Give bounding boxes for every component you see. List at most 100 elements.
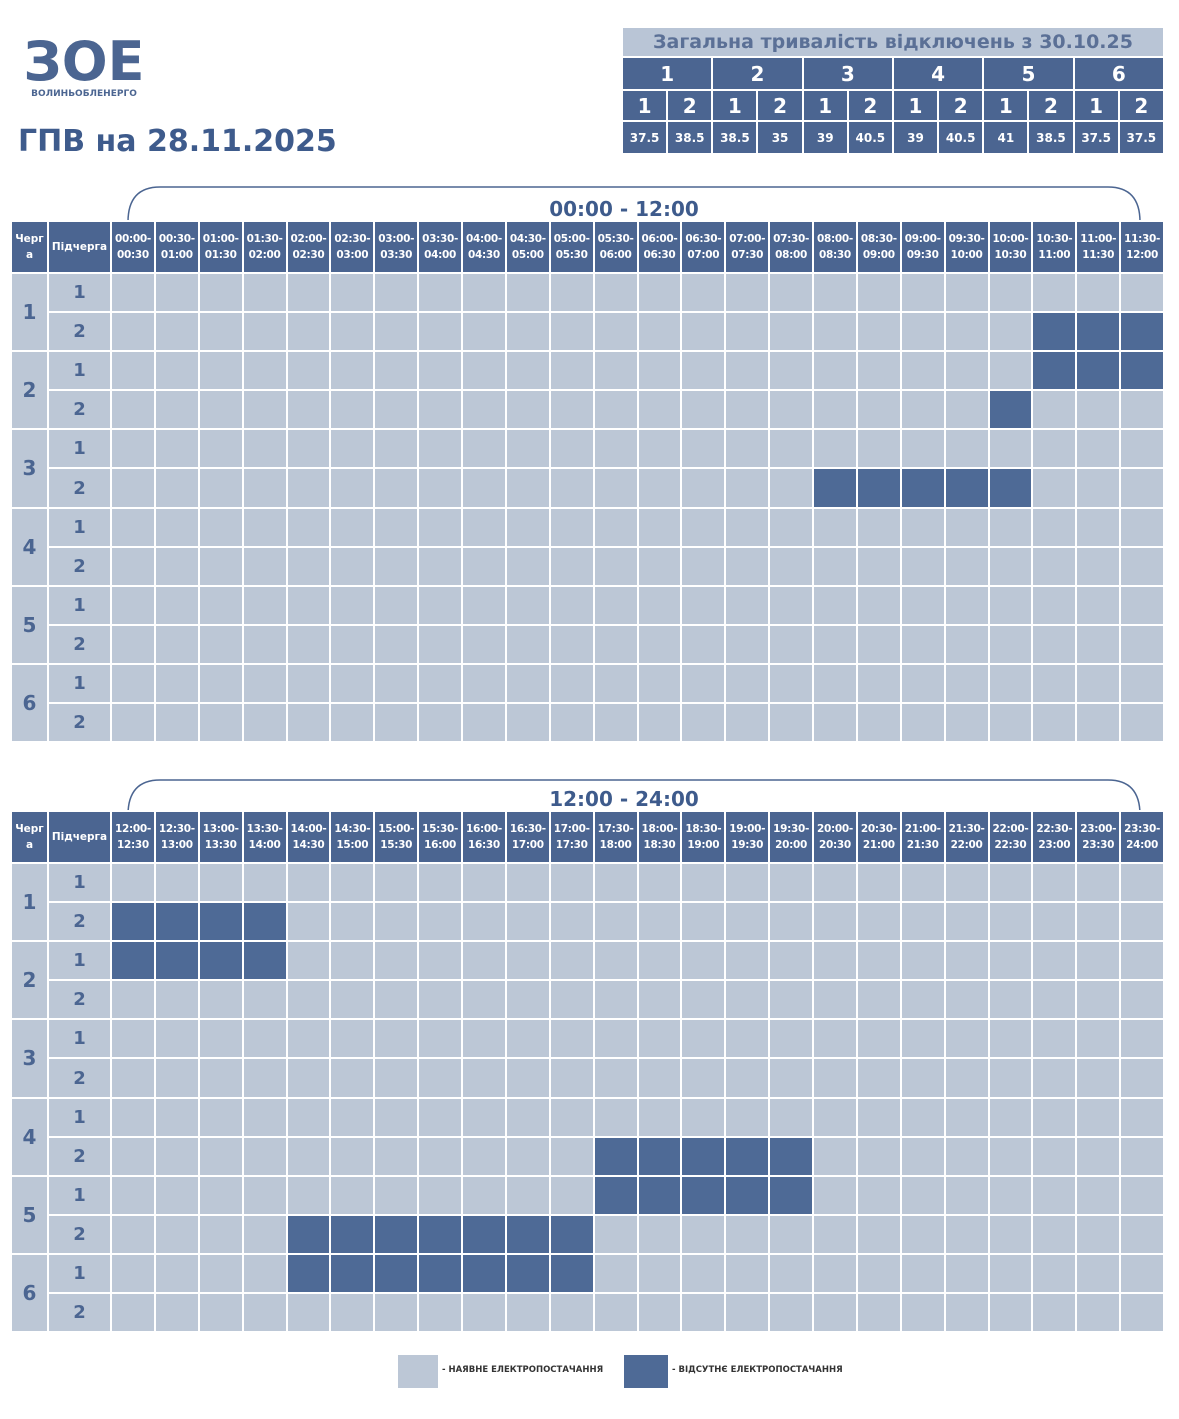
slot-cell <box>812 389 858 431</box>
slot-cell <box>768 350 814 392</box>
slot-cell <box>241 979 288 1021</box>
subqueue-label: 1 <box>47 861 112 904</box>
slot-cell <box>1031 979 1078 1021</box>
slot-cell <box>548 1018 595 1060</box>
slot-cell <box>1031 584 1078 626</box>
slot-cell <box>461 623 507 665</box>
slot-cell <box>724 940 771 982</box>
slot-cell <box>855 662 902 705</box>
slot-cell <box>110 1096 156 1138</box>
legend-label: - ВІДСУТНЄ ЕЛЕКТРОПОСТАЧАННЯ <box>672 1365 843 1375</box>
slot-cell <box>812 545 858 587</box>
slot-cell <box>855 1213 902 1255</box>
slot-cell <box>548 702 595 744</box>
slot-cell <box>592 1096 639 1138</box>
slot-cell <box>943 271 990 314</box>
slot-cell <box>768 1213 814 1255</box>
slot-cell <box>768 271 814 314</box>
slot-cell <box>724 506 771 548</box>
slot-cell <box>153 623 200 665</box>
slot-cell <box>812 584 858 626</box>
slot-cell <box>1119 1135 1165 1177</box>
slot-cell <box>461 979 507 1021</box>
slot-cell <box>417 389 463 431</box>
slot-cell <box>504 702 551 744</box>
range-title: 00:00 - 12:00 <box>549 197 699 221</box>
slot-cell <box>812 1292 858 1334</box>
slot-cell <box>768 1018 814 1060</box>
slot-cell <box>197 350 244 392</box>
slot-cell <box>504 545 551 587</box>
slot-cell <box>197 389 244 431</box>
slot-cell <box>636 389 683 431</box>
slot-cell <box>812 271 858 314</box>
slot-cell <box>110 1174 156 1216</box>
slot-cell <box>373 389 420 431</box>
slot-cell <box>417 1252 463 1295</box>
slot-cell <box>1031 1018 1078 1060</box>
slot-cell <box>899 311 946 353</box>
slot-cell <box>1031 623 1078 665</box>
slot-cell <box>241 350 288 392</box>
subqueue-header: 1 <box>801 89 849 122</box>
slot-cell <box>461 350 507 392</box>
slot-cell <box>504 623 551 665</box>
slot-cell <box>504 1174 551 1216</box>
slot-cell <box>724 584 771 626</box>
slot-cell <box>153 389 200 431</box>
slot-cell <box>943 1174 990 1216</box>
slot-cell <box>768 1135 814 1177</box>
slot-cell <box>197 861 244 904</box>
slot-cell <box>110 584 156 626</box>
queue-column-header: Черга <box>10 810 49 864</box>
slot-cell <box>110 702 156 744</box>
slot-cell <box>592 584 639 626</box>
slot-cell <box>987 1057 1034 1099</box>
hours-cell: 40.5 <box>846 120 894 155</box>
slot-cell <box>1031 506 1078 548</box>
slot-cell <box>417 901 463 943</box>
slot-cell <box>812 350 858 392</box>
bracket <box>127 779 1141 816</box>
slot-cell <box>417 584 463 626</box>
slot-cell <box>899 545 946 587</box>
slot-header: 08:00-08:30 <box>812 220 858 274</box>
slot-cell <box>417 467 463 509</box>
logo-mark: ЗОЕ <box>23 36 144 93</box>
subqueue-label: 2 <box>47 623 112 665</box>
slot-cell <box>548 1174 595 1216</box>
slot-cell <box>855 271 902 314</box>
slot-cell <box>241 1096 288 1138</box>
slot-cell <box>548 584 595 626</box>
slot-cell <box>285 662 332 705</box>
slot-header: 19:00-19:30 <box>724 810 771 864</box>
slot-cell <box>548 311 595 353</box>
schedule-row: 2 <box>11 1057 1165 1099</box>
slot-cell <box>373 1174 420 1216</box>
slot-cell <box>899 1213 946 1255</box>
slot-cell <box>153 662 200 705</box>
slot-cell <box>285 428 332 470</box>
slot-cell <box>943 1292 990 1334</box>
subqueue-header: 2 <box>846 89 894 122</box>
slot-cell <box>899 623 946 665</box>
slot-header: 21:30-22:00 <box>943 810 990 864</box>
slot-cell <box>899 1096 946 1138</box>
slot-cell <box>1119 350 1165 392</box>
slot-cell <box>855 506 902 548</box>
slot-cell <box>329 506 376 548</box>
slot-cell <box>592 428 639 470</box>
slot-cell <box>504 311 551 353</box>
slot-cell <box>373 506 420 548</box>
subqueue-label: 2 <box>47 901 112 943</box>
slot-cell <box>461 702 507 744</box>
slot-cell <box>855 1135 902 1177</box>
slot-cell <box>1031 1135 1078 1177</box>
slot-cell <box>724 861 771 904</box>
slot-cell <box>987 702 1034 744</box>
queue-label: 3 <box>10 428 49 509</box>
